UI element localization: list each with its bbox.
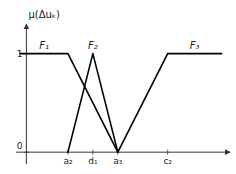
x-tick-label: a₃ (113, 156, 123, 166)
x-tick-label: a₂ (63, 156, 73, 166)
x-tick (92, 150, 93, 155)
x-tick-label: c₂ (163, 156, 172, 166)
y-tick-label: 0 (17, 141, 23, 151)
y-axis (26, 24, 27, 164)
series-name: F₃ (190, 40, 200, 51)
series-name: F₂ (88, 40, 98, 51)
series-name: F₁ (39, 40, 49, 51)
plot-area (20, 54, 222, 153)
series-line (20, 54, 118, 153)
series-line (68, 54, 118, 153)
chart: a₂d₁a₃c₂01μ(Δuₖ)F₁F₂F₃ (0, 0, 236, 174)
x-tick-label: d₁ (88, 156, 98, 166)
x-axis (16, 152, 230, 153)
y-tick (24, 152, 29, 153)
x-tick (167, 150, 168, 155)
series-line (118, 54, 222, 153)
y-axis-label: μ(Δuₖ) (28, 9, 60, 20)
